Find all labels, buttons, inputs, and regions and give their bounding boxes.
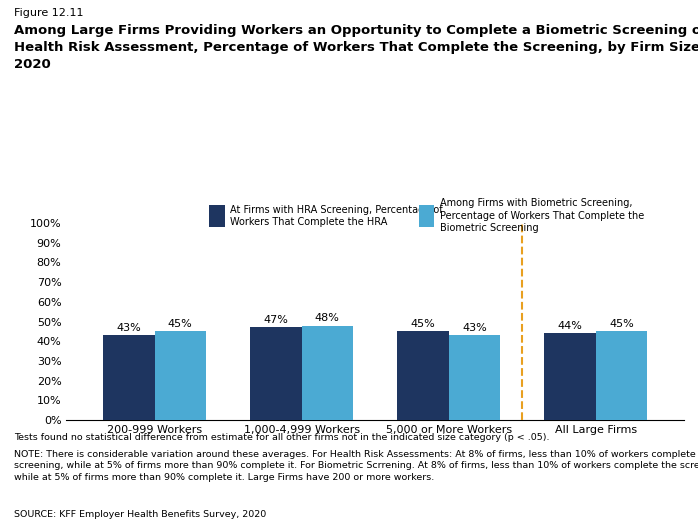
Text: Among Large Firms Providing Workers an Opportunity to Complete a Biometric Scree: Among Large Firms Providing Workers an O… bbox=[14, 24, 698, 71]
Text: 47%: 47% bbox=[263, 315, 288, 325]
Text: 45%: 45% bbox=[410, 319, 436, 329]
Text: Figure 12.11: Figure 12.11 bbox=[14, 8, 84, 18]
Bar bbox=[302, 326, 353, 420]
Bar bbox=[103, 335, 154, 420]
Bar bbox=[449, 335, 500, 420]
Bar bbox=[250, 328, 302, 420]
Bar bbox=[154, 331, 206, 420]
Text: 44%: 44% bbox=[558, 321, 583, 331]
Text: 45%: 45% bbox=[609, 319, 634, 329]
Bar bbox=[544, 333, 596, 420]
Text: SOURCE: KFF Employer Health Benefits Survey, 2020: SOURCE: KFF Employer Health Benefits Sur… bbox=[14, 510, 266, 519]
Text: Among Firms with Biometric Screening,
Percentage of Workers That Complete the
Bi: Among Firms with Biometric Screening, Pe… bbox=[440, 198, 644, 233]
Bar bbox=[397, 331, 449, 420]
Bar bbox=[596, 331, 647, 420]
Text: At Firms with HRA Screening, Percentage of
Workers That Complete the HRA: At Firms with HRA Screening, Percentage … bbox=[230, 205, 443, 227]
Text: 43%: 43% bbox=[117, 323, 141, 333]
Text: NOTE: There is considerable variation around these averages. For Health Risk Ass: NOTE: There is considerable variation ar… bbox=[14, 450, 698, 482]
Text: 48%: 48% bbox=[315, 313, 340, 323]
Text: 45%: 45% bbox=[168, 319, 193, 329]
Text: 43%: 43% bbox=[462, 323, 487, 333]
Text: Tests found no statistical difference from estimate for all other firms not in t: Tests found no statistical difference fr… bbox=[14, 433, 549, 442]
